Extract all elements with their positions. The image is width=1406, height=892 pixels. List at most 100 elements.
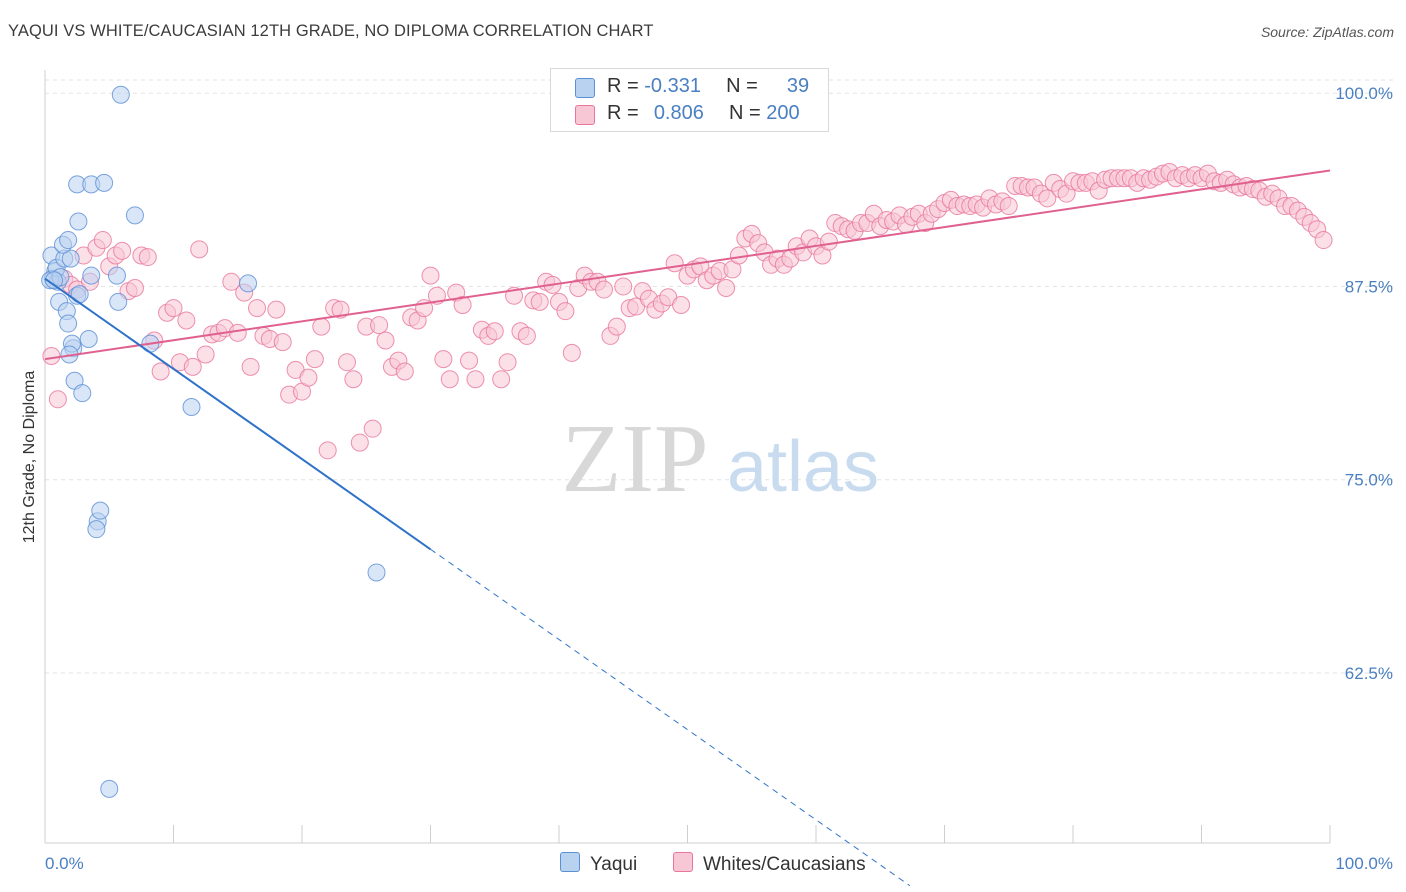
white-point (138, 248, 157, 267)
white-point (241, 357, 260, 376)
chart-title: YAQUI VS WHITE/CAUCASIAN 12TH GRADE, NO … (8, 22, 654, 40)
white-point (434, 350, 453, 369)
white-point (273, 333, 292, 352)
white-r-label: R = (607, 102, 639, 124)
white-point (299, 368, 318, 387)
white-point (614, 277, 633, 296)
white-point (517, 326, 536, 345)
yaqui-point (73, 384, 92, 403)
x-tick-label-min: 0.0% (45, 854, 84, 873)
x-tick-labels: 0.0% 100.0% (45, 854, 1393, 873)
legend-white-label: Whites/Caucasians (703, 854, 866, 875)
white-point (498, 353, 517, 372)
white-trend-line (44, 169, 1331, 361)
legend-white-swatch-icon (673, 852, 693, 872)
legend-yaqui-label: Yaqui (590, 854, 638, 875)
series-yaqui (41, 85, 386, 798)
bottom-legend-white: Whites/Caucasians (673, 852, 866, 876)
white-point (113, 241, 132, 260)
yaqui-swatch-icon (575, 78, 595, 98)
yaqui-point (100, 779, 119, 798)
yaqui-trend-extension (430, 548, 911, 887)
white-point (607, 317, 626, 336)
yaqui-point (182, 398, 201, 417)
yaqui-r-label: R = (607, 75, 639, 97)
white-point (556, 302, 575, 321)
watermark-atlas: atlas (727, 427, 879, 507)
y-tick-label: 87.5% (1345, 277, 1393, 296)
yaqui-point (61, 249, 80, 268)
white-point (492, 370, 511, 389)
x-tick-label-max: 100.0% (1335, 854, 1393, 873)
white-point (1038, 189, 1057, 208)
bottom-legend-yaqui: Yaqui (560, 852, 637, 876)
white-point (42, 347, 61, 366)
yaqui-point (239, 274, 258, 293)
yaqui-point (70, 285, 89, 304)
white-point (312, 317, 331, 336)
yaqui-point (69, 212, 88, 231)
y-tick-label: 100.0% (1335, 84, 1393, 103)
yaqui-point (79, 330, 98, 349)
white-point (48, 390, 67, 409)
white-r-value: 0.806 (653, 102, 704, 124)
white-point (819, 232, 838, 251)
yaqui-trend-line (44, 277, 432, 551)
series-whites-caucasians (42, 163, 1333, 460)
white-point (594, 280, 613, 299)
y-tick-label: 75.0% (1345, 471, 1393, 490)
yaqui-n-label: N = (726, 75, 758, 97)
white-point (190, 240, 209, 259)
white-point (337, 353, 356, 372)
white-point (93, 231, 112, 250)
white-point (999, 197, 1018, 216)
white-point (466, 370, 485, 389)
yaqui-r-value: -0.331 (644, 75, 701, 97)
y-tick-label: 62.5% (1345, 664, 1393, 683)
white-point (376, 331, 395, 350)
y-axis-label: 12th Grade, No Diploma (21, 371, 38, 544)
yaqui-point (87, 520, 106, 539)
white-point (370, 316, 389, 335)
white-point (177, 311, 196, 330)
yaqui-point (109, 292, 128, 311)
yaqui-point (91, 501, 110, 520)
white-point (453, 295, 472, 314)
white-point (151, 362, 170, 381)
white-swatch-icon (575, 105, 595, 125)
white-point (562, 343, 581, 362)
white-point (248, 299, 267, 318)
white-point (395, 362, 414, 381)
white-point (331, 300, 350, 319)
white-point (267, 300, 286, 319)
yaqui-point (59, 314, 78, 333)
white-point (305, 350, 324, 369)
white-point (1314, 231, 1333, 250)
white-point (196, 345, 215, 364)
yaqui-point (95, 173, 114, 192)
white-n-value: 200 (766, 102, 800, 124)
axes (44, 70, 1331, 844)
white-point (460, 351, 479, 370)
yaqui-n-value: 39 (786, 75, 810, 97)
white-point (672, 295, 691, 314)
white-n-label: N = (729, 102, 761, 124)
white-point (344, 370, 363, 389)
white-point (164, 299, 183, 318)
white-point (530, 292, 549, 311)
yaqui-point (367, 563, 386, 582)
white-point (665, 254, 684, 273)
white-point (228, 323, 247, 342)
watermark-zip: ZIP (562, 405, 709, 513)
y-tick-labels: 62.5% 75.0% 87.5% 100.0% (1335, 84, 1393, 683)
yaqui-point (107, 266, 126, 285)
white-point (717, 278, 736, 297)
white-point (183, 357, 202, 376)
trend-lines (44, 169, 1331, 887)
white-point (318, 441, 337, 460)
yaqui-point (125, 206, 144, 225)
white-point (485, 322, 504, 341)
source-label: Source: ZipAtlas.com (1260, 24, 1394, 40)
yaqui-point (82, 266, 101, 285)
